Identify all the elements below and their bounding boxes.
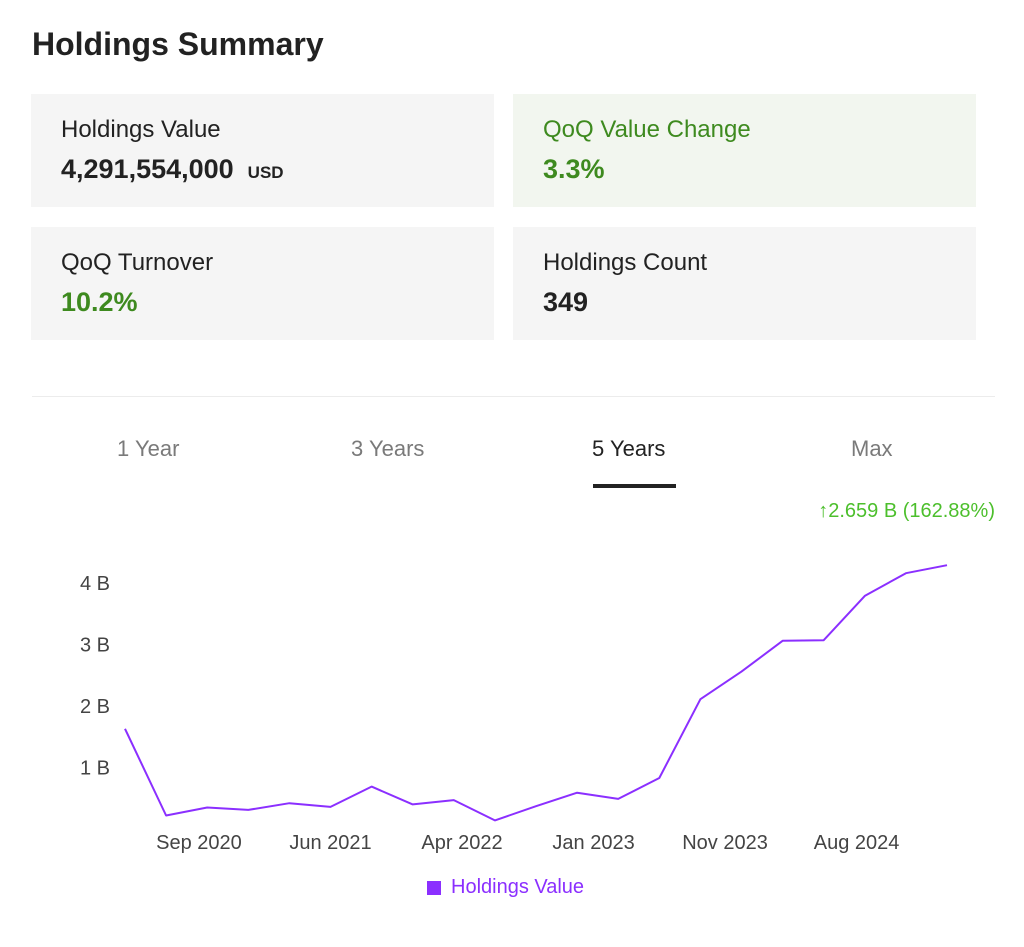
tab-3-years[interactable]: 3 Years [351,436,425,461]
series-line-holdings-value[interactable] [124,564,948,822]
data-point[interactable] [738,668,746,676]
data-point[interactable] [244,806,252,814]
holdings-count-label: Holdings Count [543,249,708,276]
data-point[interactable] [902,569,910,577]
x-tick-label: Jun 2021 [289,832,371,854]
qoq-turnover-card: QoQ Turnover 10.2% [31,227,494,340]
holdings-value-label: Holdings Value [61,116,221,143]
data-point[interactable] [573,789,581,797]
x-tick-label: Apr 2022 [421,832,502,854]
holdings-value-unit: USD [247,163,284,182]
data-point[interactable] [655,774,663,782]
x-tick-label: Jan 2023 [552,832,634,854]
x-tick-label: Sep 2020 [156,832,242,854]
data-point[interactable] [614,795,622,803]
section-divider [32,396,995,397]
data-point[interactable] [861,592,869,600]
data-point[interactable] [820,636,828,644]
data-point[interactable] [368,783,376,791]
qoq-turnover-value: 10.2% [61,287,138,317]
period-change-value: ↑2.659 B (162.88%) [818,500,995,522]
tab-max[interactable]: Max [851,436,893,461]
tab-1-year[interactable]: 1 Year [117,436,180,461]
data-point[interactable] [779,637,787,645]
data-point[interactable] [943,561,951,569]
data-point[interactable] [491,816,499,824]
holdings-count-card: Holdings Count 349 [513,227,976,340]
legend-label: Holdings Value [451,876,585,898]
active-tab-indicator [593,484,676,488]
data-point[interactable] [285,799,293,807]
data-point[interactable] [162,811,170,819]
x-tick-label: Nov 2023 [682,832,768,854]
holdings-value-chart: 1 B 2 B 3 B 4 B Sep 2020 Jun 2021 Apr 2022 Jan … [80,561,951,854]
holdings-value-amount: 4,291,554,000 USD [61,154,284,185]
holdings-count-value: 349 [543,287,589,317]
legend-swatch-icon [427,880,441,895]
qoq-value-change-label: QoQ Value Change [543,116,751,143]
qoq-value-change-value: 3.3% [543,154,605,184]
x-tick-label: Aug 2024 [814,832,900,854]
data-point[interactable] [121,725,129,733]
data-point[interactable] [696,695,704,703]
page-title: Holdings Summary [32,26,324,62]
data-point[interactable] [409,800,417,808]
y-tick-label: 1 B [80,758,110,780]
y-tick-label: 2 B [80,696,110,718]
y-tick-label: 4 B [80,573,110,595]
qoq-turnover-label: QoQ Turnover [61,249,214,276]
data-point[interactable] [203,803,211,811]
data-point[interactable] [327,803,335,811]
holdings-value-number: 4,291,554,000 [61,154,234,184]
chart-legend[interactable]: Holdings Value [427,876,584,899]
data-point[interactable] [532,802,540,810]
data-point[interactable] [450,796,458,804]
holdings-value-card: Holdings Value 4,291,554,000 USD [31,94,494,207]
y-tick-label: 3 B [80,635,110,657]
qoq-value-change-card: QoQ Value Change 3.3% [513,94,976,207]
tab-5-years[interactable]: 5 Years [592,436,666,461]
